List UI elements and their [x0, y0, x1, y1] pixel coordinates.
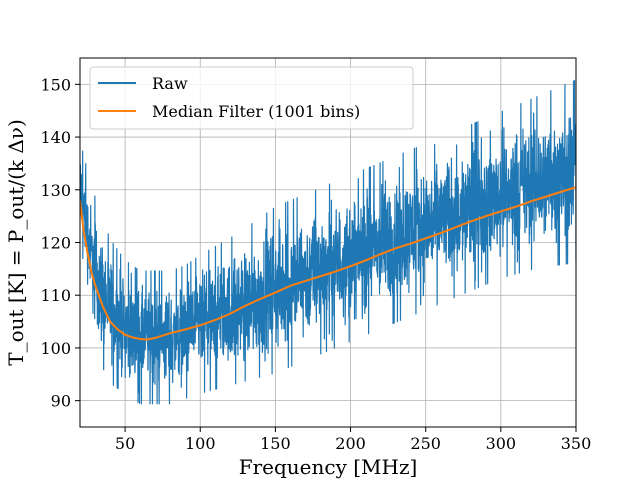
x-tick-label: 150	[260, 434, 291, 453]
y-tick-label: 140	[40, 128, 71, 147]
y-axis-label: T_out [K] = P_out/(k Δν)	[4, 119, 28, 366]
x-axis-label: Frequency [MHz]	[239, 455, 418, 479]
median-series-line	[80, 186, 576, 341]
legend-label-raw: Raw	[152, 74, 188, 93]
raw-series-layer	[80, 80, 576, 405]
raw-series-line	[80, 80, 576, 405]
y-tick-label: 90	[51, 392, 71, 411]
y-tick-label: 110	[40, 286, 71, 305]
x-tick-label: 200	[335, 434, 366, 453]
plot-area	[80, 80, 576, 405]
y-tick-label: 150	[40, 75, 71, 94]
median-series-layer	[80, 186, 576, 341]
x-tick-label: 250	[410, 434, 441, 453]
x-tick-label: 350	[561, 434, 592, 453]
legend: Raw Median Filter (1001 bins)	[89, 66, 414, 130]
x-tick-label: 50	[115, 434, 135, 453]
x-tick-label: 100	[185, 434, 216, 453]
y-tick-label: 130	[40, 181, 71, 200]
y-tick-label: 100	[40, 339, 71, 358]
tick-layer: 50 100 150 200 250 300 350 90 100 110 120 130 140 150	[40, 75, 591, 453]
legend-box	[89, 66, 414, 130]
x-tick-label: 300	[486, 434, 517, 453]
legend-label-median: Median Filter (1001 bins)	[152, 102, 360, 121]
y-tick-label: 120	[40, 234, 71, 253]
